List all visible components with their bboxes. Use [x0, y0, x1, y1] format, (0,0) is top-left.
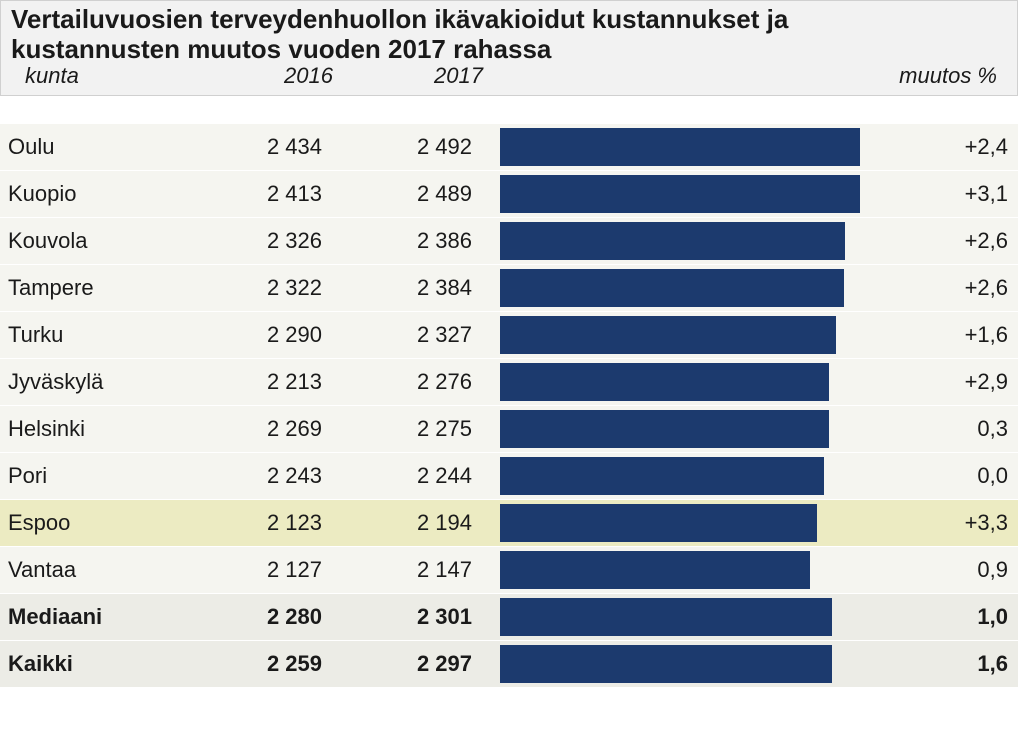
chart-title: Vertailuvuosien terveydenhuollon ikävaki… — [11, 5, 1007, 65]
cell-2016: 2 326 — [200, 228, 350, 254]
table-row: Kaikki2 2592 297 1,6 — [0, 641, 1018, 688]
cell-bar — [500, 594, 868, 640]
bar — [500, 316, 836, 354]
cell-kunta: Jyväskylä — [0, 369, 200, 395]
header-kunta: kunta — [11, 63, 211, 89]
cell-bar — [500, 124, 868, 170]
cell-kunta: Oulu — [0, 134, 200, 160]
cell-2016: 2 243 — [200, 463, 350, 489]
cell-2016: 2 290 — [200, 322, 350, 348]
table-row: Pori2 2432 244 0,0 — [0, 453, 1018, 500]
cell-muutos: +2,9 — [868, 369, 1018, 395]
cell-2016: 2 280 — [200, 604, 350, 630]
table-row: Tampere2 3222 384 +2,6 — [0, 265, 1018, 312]
cell-bar — [500, 171, 868, 217]
cell-bar — [500, 453, 868, 499]
header-bar-spacer — [511, 63, 857, 89]
cell-2017: 2 297 — [350, 651, 500, 677]
cell-kunta: Pori — [0, 463, 200, 489]
cell-muutos: +2,6 — [868, 228, 1018, 254]
bar — [500, 410, 829, 448]
cell-bar — [500, 641, 868, 687]
cell-muutos: +2,4 — [868, 134, 1018, 160]
cell-2017: 2 194 — [350, 510, 500, 536]
cell-2016: 2 322 — [200, 275, 350, 301]
cell-2017: 2 276 — [350, 369, 500, 395]
cell-bar — [500, 547, 868, 593]
bar — [500, 645, 832, 683]
bar — [500, 598, 832, 636]
cell-muutos: 0,3 — [868, 416, 1018, 442]
header-body-spacer — [0, 96, 1018, 124]
cell-bar — [500, 359, 868, 405]
bar — [500, 269, 844, 307]
cell-bar — [500, 312, 868, 358]
cell-2016: 2 413 — [200, 181, 350, 207]
cell-kunta: Kouvola — [0, 228, 200, 254]
cell-bar — [500, 265, 868, 311]
cell-kunta: Turku — [0, 322, 200, 348]
cell-muutos: 0,0 — [868, 463, 1018, 489]
cell-muutos: +2,6 — [868, 275, 1018, 301]
bar — [500, 457, 824, 495]
bar — [500, 222, 845, 260]
cell-muutos: 1,0 — [868, 604, 1018, 630]
table-row: Vantaa2 1272 147 0,9 — [0, 547, 1018, 594]
cell-2016: 2 259 — [200, 651, 350, 677]
cell-2016: 2 269 — [200, 416, 350, 442]
bar — [500, 504, 817, 542]
cell-bar — [500, 500, 868, 546]
title-line-1: Vertailuvuosien terveydenhuollon ikävaki… — [11, 4, 788, 34]
cell-muutos: 1,6 — [868, 651, 1018, 677]
cell-2016: 2 434 — [200, 134, 350, 160]
header-muutos: muutos % — [857, 63, 1007, 89]
cell-2016: 2 213 — [200, 369, 350, 395]
bar — [500, 363, 829, 401]
cell-2017: 2 301 — [350, 604, 500, 630]
cell-2017: 2 489 — [350, 181, 500, 207]
column-headers: kunta 2016 2017 muutos % — [11, 63, 1007, 89]
table-row: Turku2 2902 327 +1,6 — [0, 312, 1018, 359]
cell-2017: 2 147 — [350, 557, 500, 583]
cell-kunta: Kaikki — [0, 651, 200, 677]
bar — [500, 128, 860, 166]
cell-kunta: Kuopio — [0, 181, 200, 207]
cell-bar — [500, 218, 868, 264]
cell-2017: 2 386 — [350, 228, 500, 254]
cell-2016: 2 123 — [200, 510, 350, 536]
cell-kunta: Helsinki — [0, 416, 200, 442]
table-row: Helsinki2 2692 275 0,3 — [0, 406, 1018, 453]
table-row: Espoo2 1232 194 +3,3 — [0, 500, 1018, 547]
cell-kunta: Espoo — [0, 510, 200, 536]
title-line-2: kustannusten muutos vuoden 2017 rahassa — [11, 34, 551, 64]
cell-2016: 2 127 — [200, 557, 350, 583]
header-2017: 2017 — [361, 63, 511, 89]
table-row: Mediaani2 2802 301 1,0 — [0, 594, 1018, 641]
header-block: Vertailuvuosien terveydenhuollon ikävaki… — [0, 0, 1018, 96]
cell-2017: 2 492 — [350, 134, 500, 160]
cell-2017: 2 244 — [350, 463, 500, 489]
cell-kunta: Tampere — [0, 275, 200, 301]
cell-kunta: Mediaani — [0, 604, 200, 630]
cell-bar — [500, 406, 868, 452]
bar — [500, 551, 810, 589]
cell-2017: 2 275 — [350, 416, 500, 442]
table-row: Kouvola2 3262 386 +2,6 — [0, 218, 1018, 265]
bar — [500, 175, 860, 213]
cell-muutos: +1,6 — [868, 322, 1018, 348]
rows-container: Oulu2 4342 492 +2,4 Kuopio2 4132 489 +3,1 Ko… — [0, 124, 1018, 688]
cell-2017: 2 384 — [350, 275, 500, 301]
cell-muutos: +3,3 — [868, 510, 1018, 536]
cell-kunta: Vantaa — [0, 557, 200, 583]
table-row: Jyväskylä2 2132 276 +2,9 — [0, 359, 1018, 406]
header-2016: 2016 — [211, 63, 361, 89]
cell-muutos: 0,9 — [868, 557, 1018, 583]
cell-muutos: +3,1 — [868, 181, 1018, 207]
table-row: Oulu2 4342 492 +2,4 — [0, 124, 1018, 171]
chart-container: Vertailuvuosien terveydenhuollon ikävaki… — [0, 0, 1018, 688]
cell-2017: 2 327 — [350, 322, 500, 348]
table-row: Kuopio2 4132 489 +3,1 — [0, 171, 1018, 218]
